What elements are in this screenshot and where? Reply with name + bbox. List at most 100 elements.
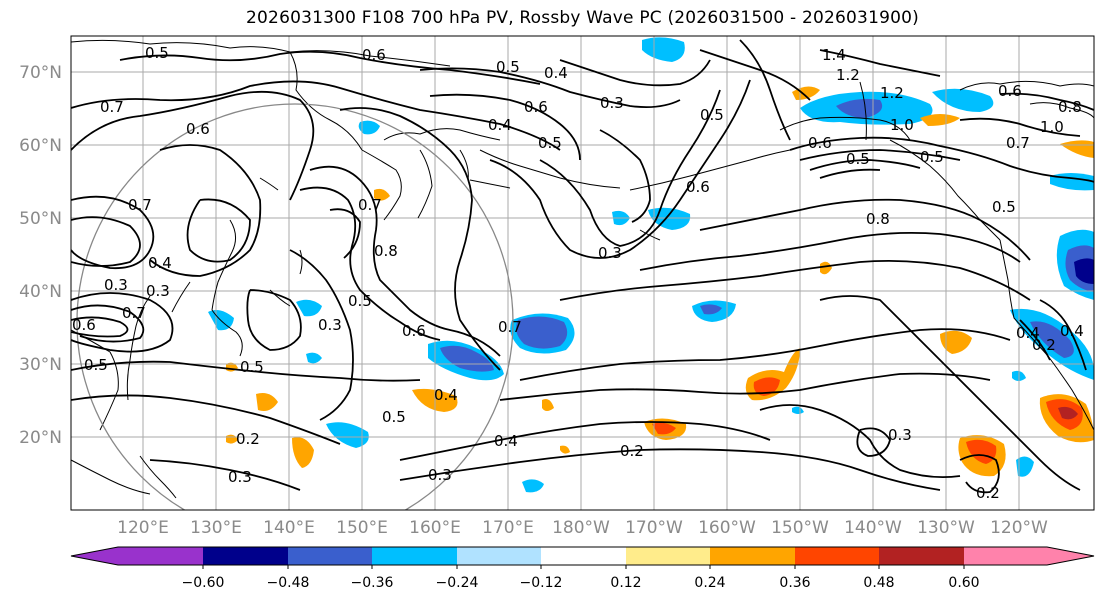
colorbar-segment: [203, 547, 288, 565]
colorbar: −0.60 −0.48 −0.36 −0.24 −0.12 0.12 0.24 …: [70, 546, 1095, 591]
contour-label: 0.2: [976, 484, 1000, 502]
colorbar-tick-label: 0.48: [863, 575, 894, 591]
lon-label: 150°E: [336, 518, 388, 538]
contour-label: 0.2: [1032, 336, 1056, 354]
colorbar-segment: [118, 547, 203, 565]
lon-label: 170°E: [482, 518, 534, 538]
plot-frame: [70, 35, 1095, 511]
positive-anomaly-region: [1058, 406, 1078, 420]
colorbar-tick-label: 0.36: [779, 575, 810, 591]
contour-label: 0.6: [524, 98, 548, 116]
contour-label: 0.5: [382, 408, 406, 426]
contour-label: 0.3: [600, 94, 624, 112]
contour-label: 0.4: [1016, 324, 1040, 342]
contour-label: 0.7: [128, 196, 152, 214]
contour-label: 0.6: [362, 46, 386, 64]
contour-label: 0.5: [538, 134, 562, 152]
contour-label: 0.5: [496, 58, 520, 76]
lon-label: 120°E: [117, 518, 169, 538]
lat-label: 60°N: [19, 136, 62, 156]
positive-anomaly-region: [542, 399, 554, 411]
contour-label: 0.5: [920, 148, 944, 166]
contour-label: 0.6: [72, 316, 96, 334]
colorbar-extend-high: [1047, 547, 1094, 565]
negative-anomaly-region: [1016, 456, 1034, 477]
contour-label: 0.7: [358, 196, 382, 214]
contour-label: 1.2: [880, 84, 904, 102]
colorbar-tick-label: −0.12: [520, 575, 563, 591]
lat-label: 40°N: [19, 282, 62, 302]
lon-label: 180°W: [552, 518, 610, 538]
contour-label: 0.7: [1006, 134, 1030, 152]
contour-label: 0.5: [240, 358, 264, 376]
colorbar-extend-low: [71, 547, 118, 565]
negative-anomaly-region: [700, 304, 722, 315]
negative-anomaly-region: [642, 37, 685, 62]
colorbar-segment: [457, 547, 541, 565]
positive-anomaly-region: [560, 445, 570, 454]
lon-label: 160°W: [698, 518, 756, 538]
contour-label: 1.0: [890, 116, 914, 134]
contour-label: 0.3: [104, 276, 128, 294]
positive-anomaly-region: [966, 439, 997, 464]
contour-label: 0.5: [700, 106, 724, 124]
lon-label: 130°W: [917, 518, 975, 538]
colorbar-outline: [70, 546, 1095, 566]
lat-label: 70°N: [19, 63, 62, 83]
pv-anomaly-shading: [208, 37, 1094, 493]
positive-anomaly-region: [652, 422, 676, 435]
positive-anomaly-region: [920, 114, 960, 126]
contour-label: 0.8: [866, 210, 890, 228]
contour-label: 0.3: [228, 468, 252, 486]
contour-label: 0.7: [498, 318, 522, 336]
pv-contours: [71, 39, 1094, 494]
contour-label: 1.2: [836, 66, 860, 84]
lat-label: 30°N: [19, 355, 62, 375]
contour-label: 0.2: [620, 442, 644, 460]
colorbar-segment: [626, 547, 710, 565]
contour-label: 0.2: [236, 430, 260, 448]
lon-label: 140°E: [263, 518, 315, 538]
colorbar-tick-label: −0.48: [267, 575, 310, 591]
colorbar-segment: [541, 547, 626, 565]
contour-label: 0.6: [998, 82, 1022, 100]
lat-label: 20°N: [19, 428, 62, 448]
longitude-labels: 120°E 130°E 140°E 150°E 160°E 170°E 180°…: [117, 518, 1048, 538]
map-title: 2026031300 F108 700 hPa PV, Rossby Wave …: [246, 8, 919, 28]
contour-label: 1.0: [1040, 118, 1064, 136]
colorbar-segment: [288, 547, 372, 565]
lon-label: 120°W: [990, 518, 1048, 538]
lon-label: 130°E: [190, 518, 242, 538]
contour-label: 0.3: [146, 282, 170, 300]
contour-label: 0.7: [100, 98, 124, 116]
contour-label: 0.5: [846, 150, 870, 168]
negative-anomaly-region: [792, 406, 804, 414]
negative-anomaly-region: [358, 120, 380, 135]
lon-label: 140°W: [844, 518, 902, 538]
colorbar-segment: [372, 547, 457, 565]
negative-anomaly-region: [1074, 258, 1094, 284]
contour-label: 0.4: [1060, 322, 1084, 340]
negative-anomaly-region: [440, 345, 494, 372]
contour-label: 0.4: [488, 116, 512, 134]
contour-label: 1.4: [822, 46, 846, 64]
positive-anomaly-region: [374, 188, 390, 201]
contour-labels: 0.5 0.6 0.7 0.6 0.5 0.4 0.6 0.3 0.5 0.4 …: [72, 44, 1084, 502]
colorbar-tick-label: −0.60: [182, 575, 225, 591]
contour-label: 0.3: [428, 466, 452, 484]
map-plot-area: 0.5 0.6 0.7 0.6 0.5 0.4 0.6 0.3 0.5 0.4 …: [71, 36, 1094, 510]
reference-circle: [76, 103, 514, 510]
negative-anomaly-region: [836, 98, 883, 118]
colorbar-tick-label: 0.24: [694, 575, 725, 591]
colorbar-tick-label: −0.24: [436, 575, 479, 591]
latitude-labels: 70°N 60°N 50°N 40°N 30°N 20°N: [19, 63, 62, 448]
colorbar-tick-label: −0.36: [351, 575, 394, 591]
contour-label: 0.6: [686, 178, 710, 196]
contour-label: 0.6: [186, 120, 210, 138]
contour-label: 0.6: [808, 134, 832, 152]
contour-label: 0.8: [374, 242, 398, 260]
negative-anomaly-region: [1030, 321, 1074, 358]
colorbar-tick-label: 0.60: [948, 575, 979, 591]
lat-label: 50°N: [19, 209, 62, 229]
